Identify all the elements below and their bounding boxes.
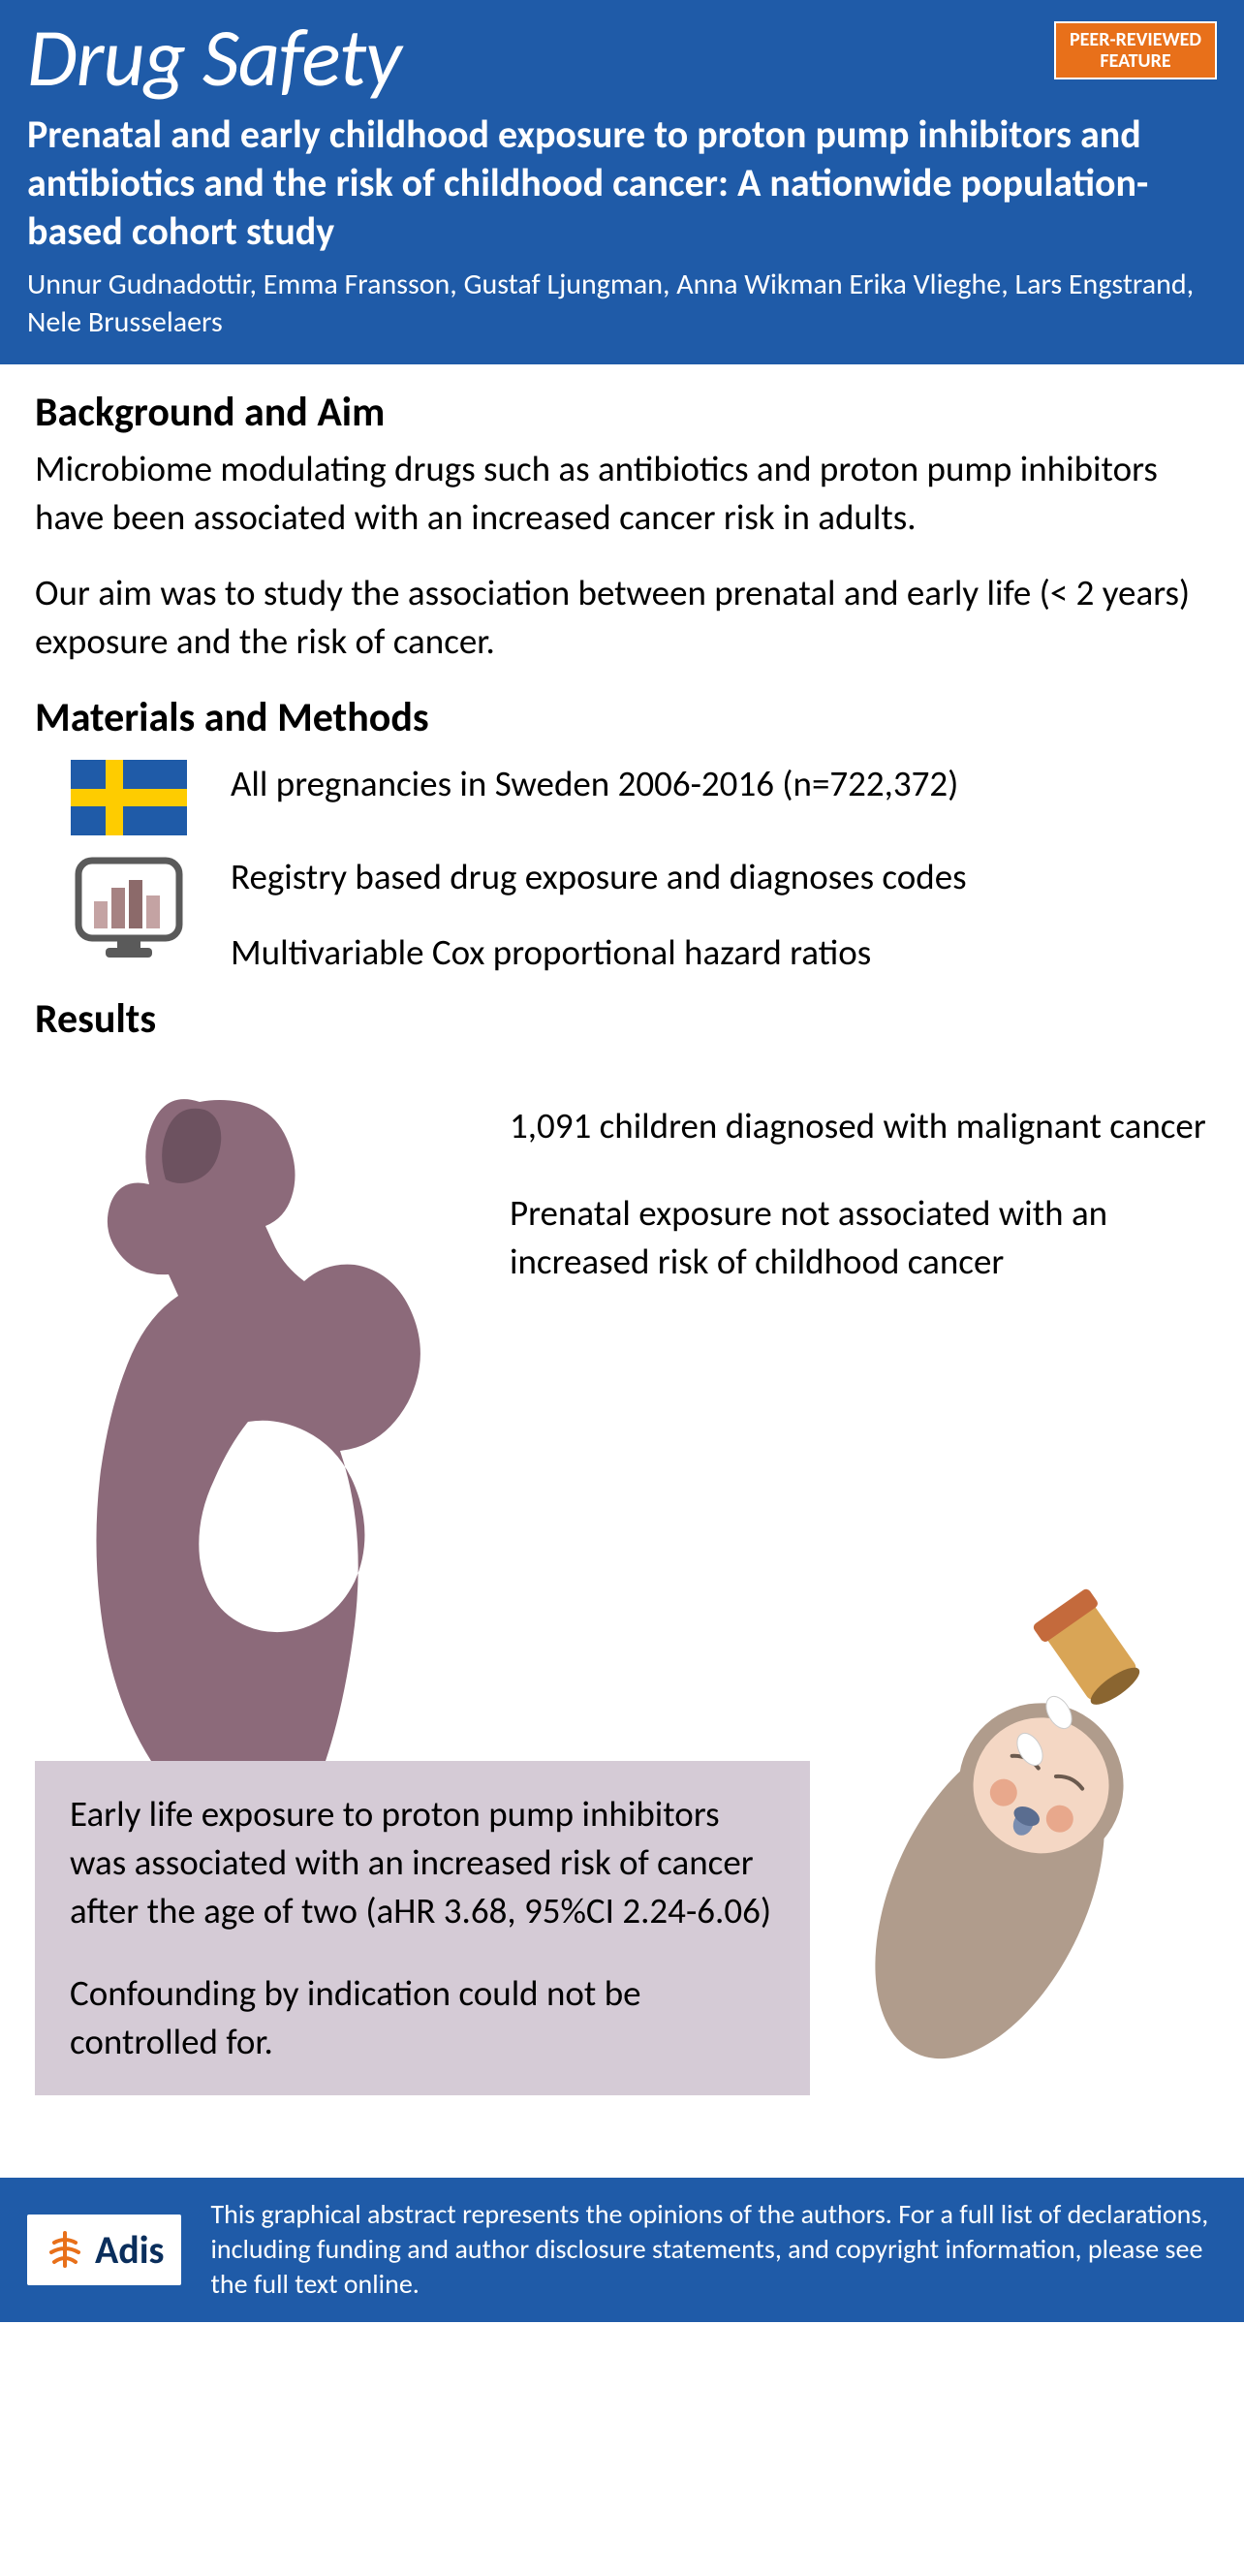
results-text-block: 1,091 children diagnosed with malignant … [510,1102,1207,1325]
baby-pills-icon [822,1586,1190,2090]
footer-disclaimer: This graphical abstract represents the o… [210,2197,1217,2303]
results-heading: Results [35,994,1209,1044]
journal-title: Drug Safety [27,17,1217,99]
peer-reviewed-badge: PEER-REVIEWED FEATURE [1054,21,1217,79]
method-text-2a: Registry based drug exposure and diagnos… [231,853,967,901]
results-highlight-box: Early life exposure to proton pump inhib… [35,1761,810,2096]
monitor-chart-icon [66,853,192,969]
authors-list: Unnur Gudnadottir, Emma Fransson, Gustaf… [27,266,1217,341]
method-text-2: Registry based drug exposure and diagnos… [231,853,967,977]
results-text-1: 1,091 children diagnosed with malignant … [510,1102,1207,1150]
main-content: Background and Aim Microbiome modulating… [0,364,1244,2149]
results-box-2: Confounding by indication could not be c… [70,1969,775,2066]
background-heading: Background and Aim [35,388,1209,437]
methods-heading: Materials and Methods [35,693,1209,742]
method-row-2: Registry based drug exposure and diagnos… [66,853,1209,977]
method-row-1: All pregnancies in Sweden 2006-2016 (n=7… [66,760,1209,835]
adis-logo-text: Adis [95,2226,164,2274]
results-box-1: Early life exposure to proton pump inhib… [70,1790,775,1935]
article-title: Prenatal and early childhood exposure to… [27,110,1217,256]
method-text-2b: Multivariable Cox proportional hazard ra… [231,928,967,977]
header-banner: PEER-REVIEWED FEATURE Drug Safety Prenat… [0,0,1244,364]
background-para2: Our aim was to study the association bet… [35,569,1209,666]
pregnant-woman-icon [25,1063,451,1761]
footer-banner: Adis This graphical abstract represents … [0,2178,1244,2322]
badge-line1: PEER-REVIEWED [1070,29,1201,50]
adis-logo-icon [45,2229,85,2270]
method-text-1: All pregnancies in Sweden 2006-2016 (n=7… [231,760,958,808]
background-para1: Microbiome modulating drugs such as anti… [35,445,1209,542]
badge-line2: FEATURE [1070,50,1201,72]
results-area: 1,091 children diagnosed with malignant … [35,1063,1209,2129]
adis-logo: Adis [27,2215,181,2285]
swedish-flag-icon [66,760,192,835]
results-text-2: Prenatal exposure not associated with an… [510,1189,1207,1286]
